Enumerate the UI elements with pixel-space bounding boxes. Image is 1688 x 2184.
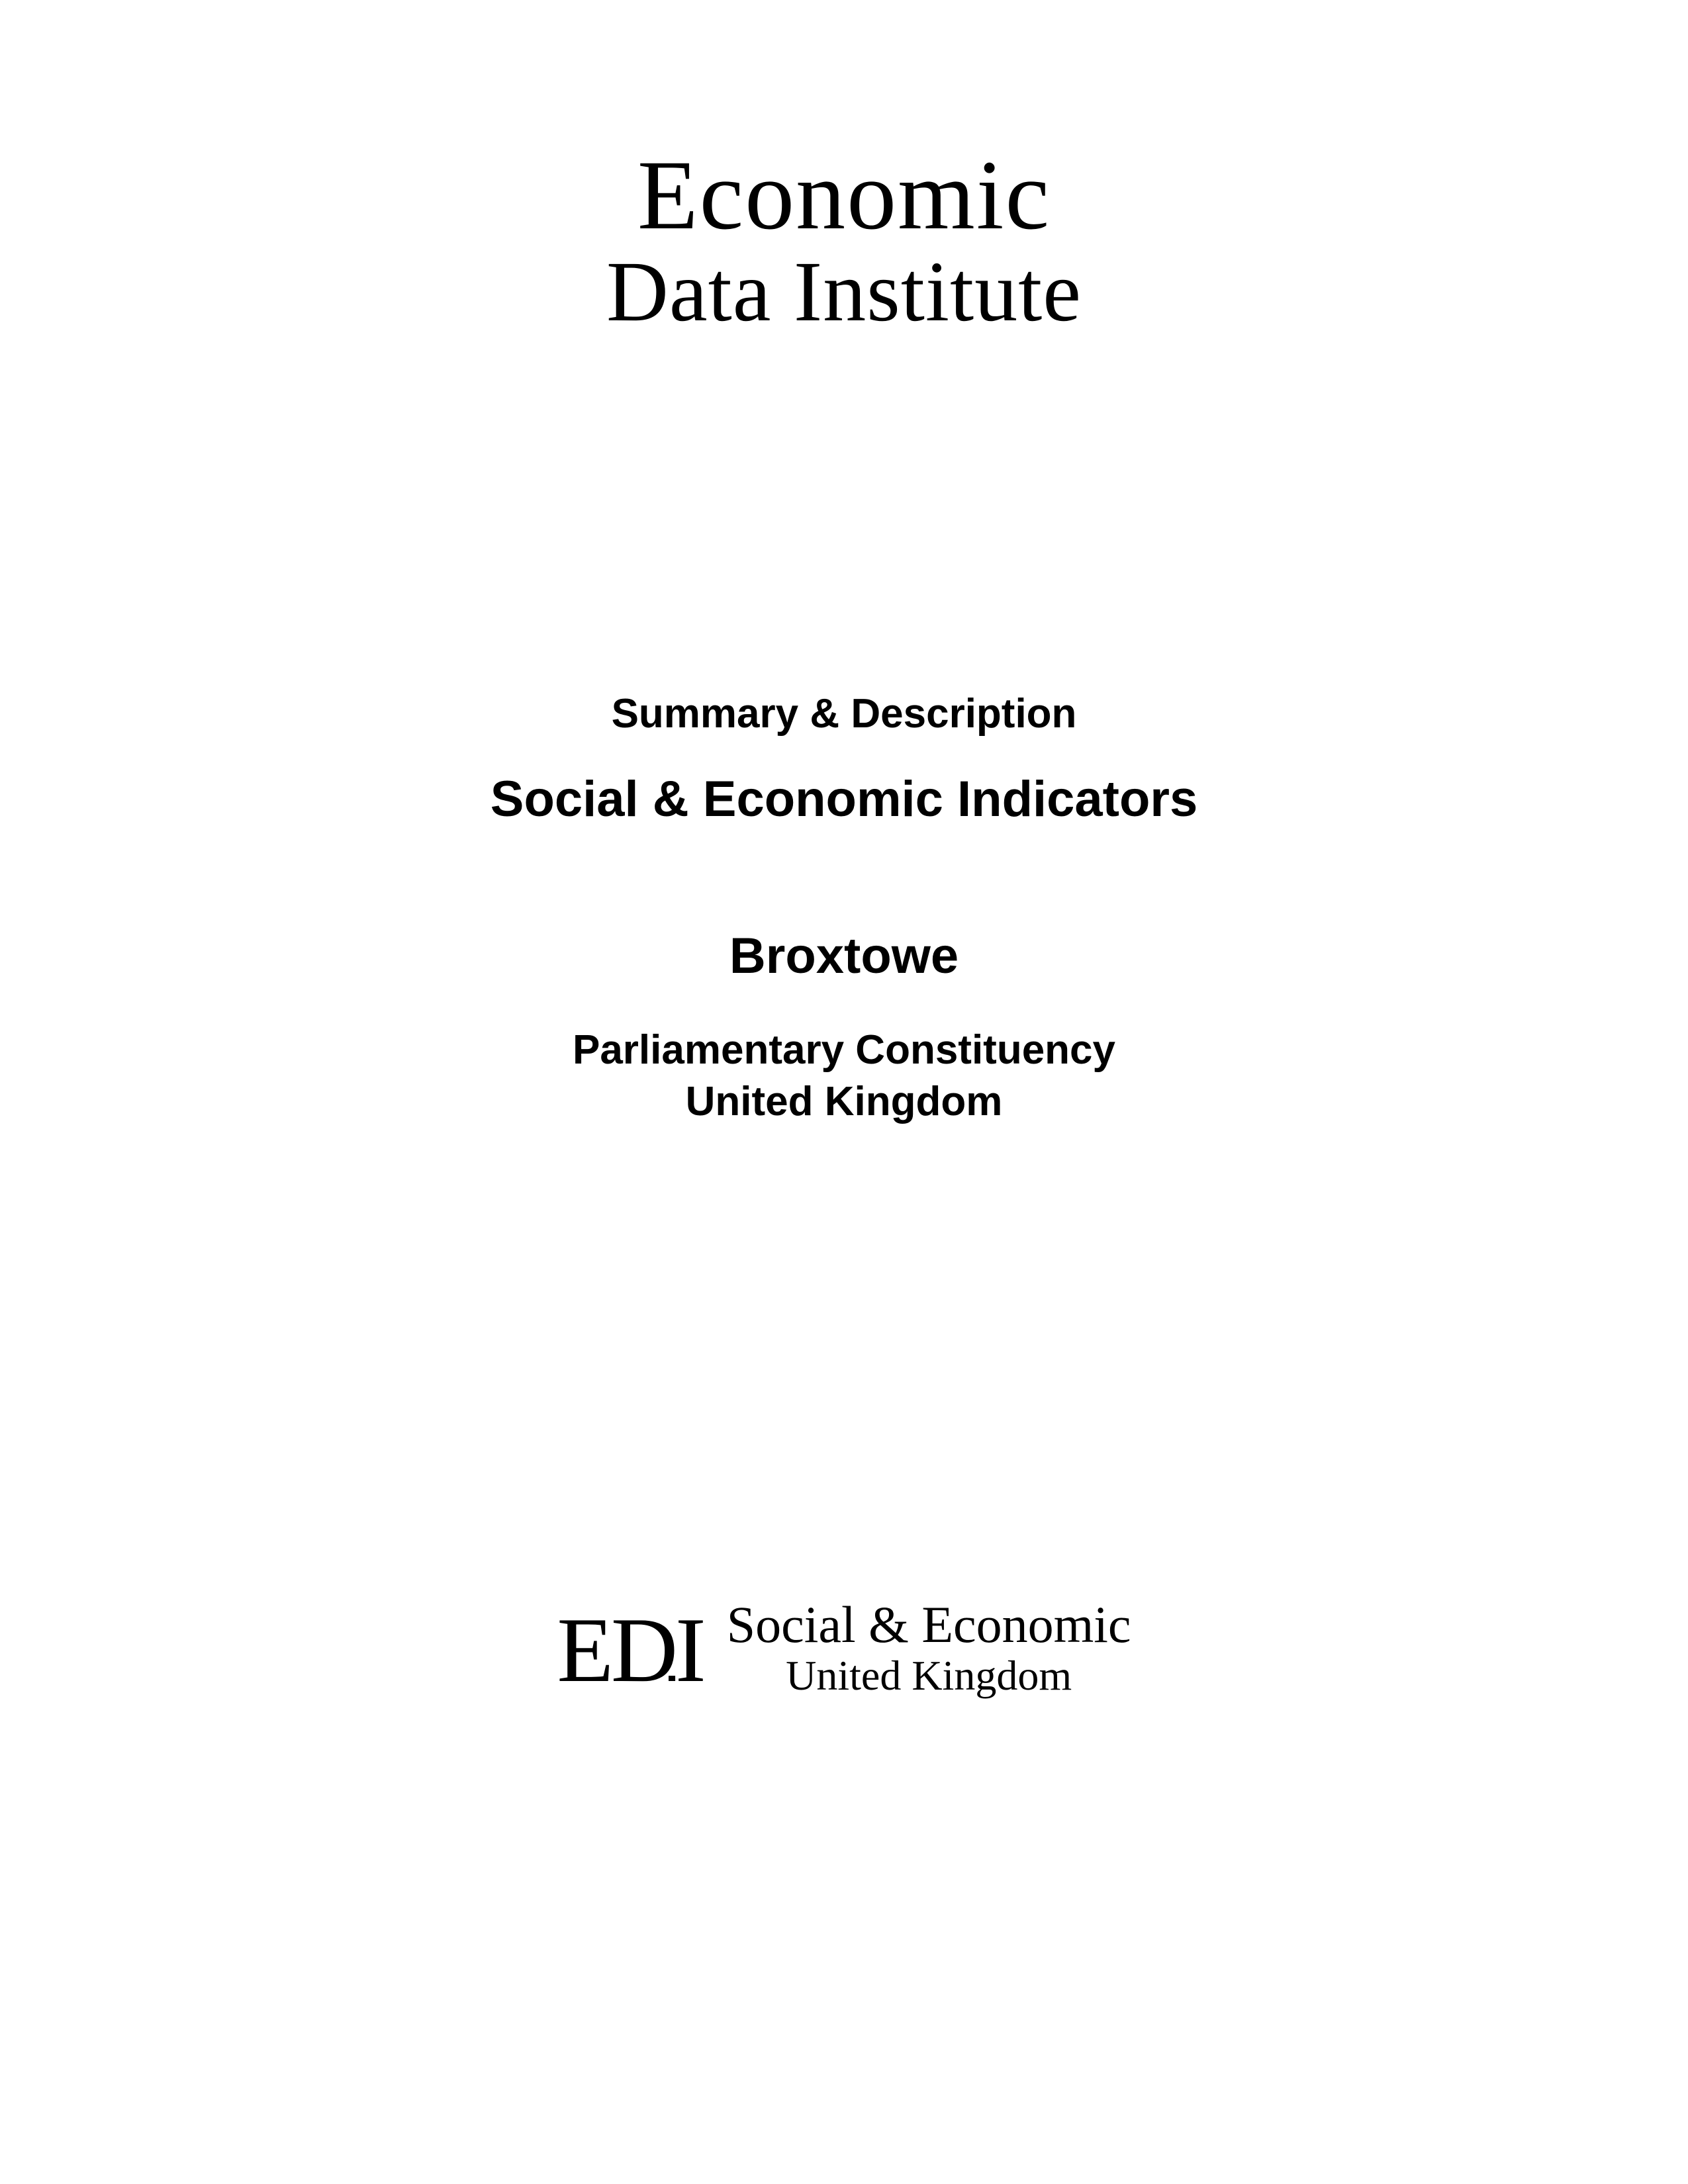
top-logo-line2: Data Institute [606,245,1082,340]
region-name: Broxtowe [491,927,1198,985]
title-block: Summary & Description Social & Economic … [491,690,1198,1127]
edi-mark: EDI [557,1597,703,1704]
edi-letter-e: E [557,1597,611,1704]
bottom-logo-text: Social & Economic United Kingdom [727,1599,1131,1702]
edi-letter-i: I [675,1597,704,1704]
document-page: Economic Data Institute Summary & Descri… [0,0,1688,2184]
bottom-logo-line2: United Kingdom [727,1651,1131,1702]
constituency-line2: United Kingdom [686,1079,1003,1124]
constituency-line1: Parliamentary Constituency [573,1027,1115,1073]
indicators-title: Social & Economic Indicators [491,770,1198,828]
bottom-logo-line1: Social & Economic [727,1599,1131,1651]
edi-letter-d: D [611,1597,675,1704]
bottom-logo: EDI Social & Economic United Kingdom [557,1597,1131,1704]
top-logo-line1: Economic [606,146,1082,245]
summary-description-label: Summary & Description [491,690,1198,737]
constituency-label: Parliamentary Constituency United Kingdo… [491,1024,1198,1127]
top-logo: Economic Data Institute [606,146,1082,340]
